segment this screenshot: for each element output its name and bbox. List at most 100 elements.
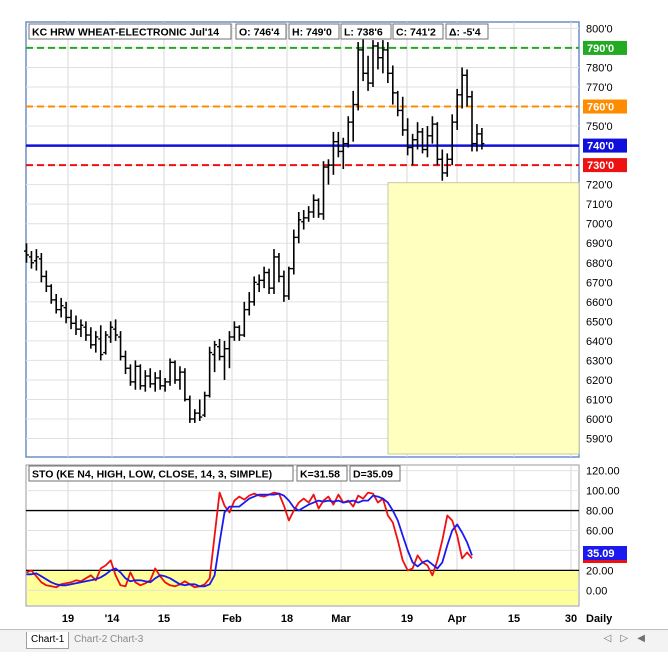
ohlc-bar <box>375 42 381 70</box>
ohlc-bar <box>454 88 460 130</box>
ohlc-bar <box>335 131 341 158</box>
ohlc-bars <box>24 38 485 423</box>
price-y-tick-label: 600'0 <box>586 414 613 426</box>
tab-nav-arrows[interactable]: ◁ ▷ ◀ <box>603 633 648 644</box>
ohlc-bar <box>226 331 232 369</box>
ohlc-bar <box>365 55 371 91</box>
price-y-tick-label: 670'0 <box>586 277 613 289</box>
ohlc-bar <box>355 42 361 111</box>
stochastic-panel: 120.00100.0080.0060.0040.0020.000.0035.0… <box>25 464 627 607</box>
osc-header-k-box <box>296 465 348 482</box>
ohlc-bar <box>360 38 366 82</box>
ohlc-bar <box>236 325 242 341</box>
price-y-tick-label: 780'0 <box>586 62 613 74</box>
ohlc-bar <box>48 284 54 304</box>
ohlc-bar <box>63 301 69 324</box>
ohlc-bar <box>197 399 203 421</box>
level-badge-label: 760'0 <box>587 102 614 114</box>
ohlc-bar <box>202 391 208 418</box>
ohlc-bar <box>182 368 188 402</box>
ohlc-bar <box>459 67 465 109</box>
ohlc-bar <box>390 65 396 105</box>
ohlc-bar <box>321 161 326 220</box>
ohlc-bar <box>266 268 272 295</box>
ohlc-bar <box>222 340 227 380</box>
ohlc-bar <box>93 331 99 353</box>
price-y-tick-label: 610'0 <box>586 394 613 406</box>
ohlc-bar <box>286 266 292 300</box>
ohlc-bar <box>325 159 331 185</box>
level-badge <box>583 99 627 114</box>
ohlc-bar <box>301 210 307 230</box>
ohlc-bar <box>147 368 153 388</box>
price-shaded-zone <box>387 182 580 455</box>
x-tick-label: Mar <box>331 613 351 625</box>
header-low: L: 738'6 <box>344 27 383 39</box>
tab-chart-1[interactable]: Chart-1 <box>26 632 70 649</box>
ohlc-bar <box>113 319 119 341</box>
header-close: C: 741'2 <box>396 27 436 39</box>
x-tick-label: 30 <box>565 613 577 625</box>
x-tick-label: 19 <box>401 613 413 625</box>
ohlc-bar <box>306 206 312 222</box>
stochastic-k-line <box>26 491 473 589</box>
price-y-tick-label: 720'0 <box>586 180 613 192</box>
ohlc-bar <box>256 274 262 293</box>
osc-shaded-zone <box>27 570 578 605</box>
tab-chart-2[interactable]: Chart-2 <box>74 634 108 645</box>
ohlc-bar <box>415 122 421 150</box>
ohlc-bar <box>434 122 440 166</box>
price-y-tick-label: 650'0 <box>586 316 613 328</box>
ohlc-bar <box>152 372 158 392</box>
price-y-tick-label: 660'0 <box>586 297 613 309</box>
ohlc-bar <box>246 292 252 316</box>
level-badge <box>583 158 627 173</box>
ohlc-bar <box>385 42 391 84</box>
ohlc-bar <box>127 364 133 386</box>
ohlc-bar <box>410 133 416 166</box>
ohlc-bar <box>207 346 213 398</box>
header-change-box <box>445 23 489 40</box>
ohlc-bar <box>118 331 124 361</box>
ohlc-bar <box>271 249 277 295</box>
header-symbol: KC HRW WHEAT-ELECTRONIC Jul'14 <box>32 27 219 39</box>
osc-y-tick-label: 80.00 <box>586 506 614 518</box>
ohlc-bar <box>281 270 287 302</box>
header-open-box <box>235 23 287 40</box>
ohlc-bar <box>103 331 109 355</box>
osc-last-value-underline <box>583 560 627 563</box>
ohlc-bar <box>464 69 470 107</box>
osc-y-tick-label: 60.00 <box>586 525 614 537</box>
price-y-tick-label: 710'0 <box>586 199 613 211</box>
ohlc-bar <box>28 251 34 269</box>
price-y-tick-label: 680'0 <box>586 258 613 270</box>
ohlc-bar <box>311 194 317 218</box>
ohlc-bar <box>38 252 44 283</box>
x-tick-label: 18 <box>281 613 293 625</box>
header-change: Δ: -5'4 <box>449 27 481 39</box>
price-y-tick-label: 800'0 <box>586 23 613 35</box>
level-badge <box>583 40 627 55</box>
ohlc-bar <box>350 90 356 142</box>
ohlc-bar <box>340 137 346 170</box>
ohlc-bar <box>53 294 59 314</box>
ohlc-bar <box>261 266 267 289</box>
osc-y-tick-label: 20.00 <box>586 565 614 577</box>
ohlc-bar <box>439 149 445 181</box>
osc-last-value-badge <box>583 546 627 560</box>
price-y-tick-label: 630'0 <box>586 355 613 367</box>
ohlc-bar <box>330 131 336 175</box>
tab-chart-3[interactable]: Chart-3 <box>110 634 144 645</box>
ohlc-bar <box>157 370 163 390</box>
x-tick-label: 15 <box>508 613 520 625</box>
ohlc-bar <box>449 114 455 166</box>
ohlc-bar <box>424 126 430 158</box>
ohlc-bar <box>58 297 64 318</box>
price-y-tick-label: 590'0 <box>586 434 613 446</box>
ohlc-bar <box>241 301 247 337</box>
price-y-tick-label: 620'0 <box>586 375 613 387</box>
ohlc-bar <box>83 321 89 341</box>
x-tick-label: 19 <box>62 613 74 625</box>
price-y-tick-label: 700'0 <box>586 219 613 231</box>
ohlc-bar <box>251 276 257 306</box>
